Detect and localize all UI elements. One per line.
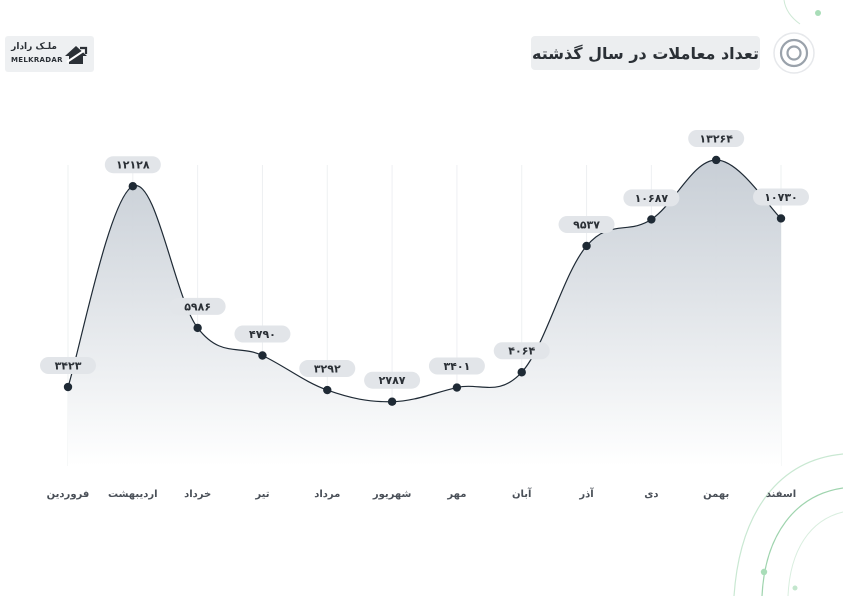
data-point — [63, 382, 73, 392]
house-arrow-icon — [65, 46, 88, 64]
data-point — [193, 323, 202, 333]
data-label-bg — [623, 189, 680, 207]
x-tick-label: آذر — [578, 487, 594, 500]
data-label-bg — [169, 297, 226, 315]
x-tick-label: شهریور — [372, 489, 412, 500]
data-label-bg — [753, 188, 809, 206]
chart-title: تعداد معاملات در سال گذشته — [531, 36, 760, 70]
data-label: ۳۴۰۱ — [443, 360, 470, 373]
data-label: ۴۷۹۰ — [249, 328, 276, 341]
data-label: ۹۵۳۷ — [573, 218, 600, 231]
x-tick-label: اسفند — [766, 489, 796, 500]
data-label: ۳۲۹۲ — [314, 363, 341, 376]
data-point — [323, 385, 332, 395]
data-point — [128, 181, 138, 191]
data-point — [711, 155, 721, 165]
logo-name-fa: ملـک رادار — [11, 42, 57, 52]
data-label: ۲۷۸۷ — [379, 374, 406, 387]
x-tick-label: بهمن — [703, 489, 729, 500]
data-point — [776, 214, 786, 223]
data-point — [582, 241, 591, 251]
data-label-bg — [299, 360, 356, 378]
x-tick-label: اردیبهشت — [108, 489, 158, 500]
data-label: ۱۰۶۸۷ — [635, 192, 669, 205]
corner-decoration-bottom — [733, 453, 843, 596]
data-label-bg — [493, 342, 550, 360]
data-label: ۱۰۷۳۰ — [764, 191, 798, 204]
data-label: ۳۴۲۳ — [55, 360, 82, 373]
data-point — [647, 215, 656, 224]
x-tick-label: تیر — [254, 489, 269, 500]
data-label-bg — [558, 215, 615, 233]
x-tick-label: خرداد — [184, 489, 211, 500]
x-tick-label: دی — [644, 489, 658, 500]
x-tick-label: مهر — [446, 489, 466, 500]
x-tick-label: مرداد — [314, 489, 340, 500]
data-label: ۱۳۲۶۴ — [699, 132, 733, 145]
data-point — [258, 351, 267, 360]
data-label-bg — [104, 156, 161, 174]
corner-decoration-top — [783, 0, 821, 25]
data-label: ۱۲۱۲۸ — [116, 159, 150, 172]
data-point — [517, 368, 526, 377]
x-tick-label: فروردین — [47, 489, 90, 500]
x-tick-label: آبان — [512, 487, 532, 500]
area-fill — [68, 159, 781, 466]
logo: ملـک رادار MELKRADAR — [5, 36, 94, 72]
data-label-bg — [40, 357, 96, 375]
data-point — [452, 383, 462, 392]
concentric-circles-icon — [773, 32, 815, 74]
data-label-bg — [364, 371, 421, 389]
data-label-bg — [428, 357, 485, 375]
data-label: ۵۹۸۶ — [184, 300, 211, 313]
logo-name-en: MELKRADAR — [11, 56, 63, 64]
data-label-bg — [234, 325, 291, 343]
data-point — [387, 397, 397, 406]
data-label: ۴۰۶۴ — [508, 345, 535, 358]
data-label-bg — [688, 129, 745, 147]
